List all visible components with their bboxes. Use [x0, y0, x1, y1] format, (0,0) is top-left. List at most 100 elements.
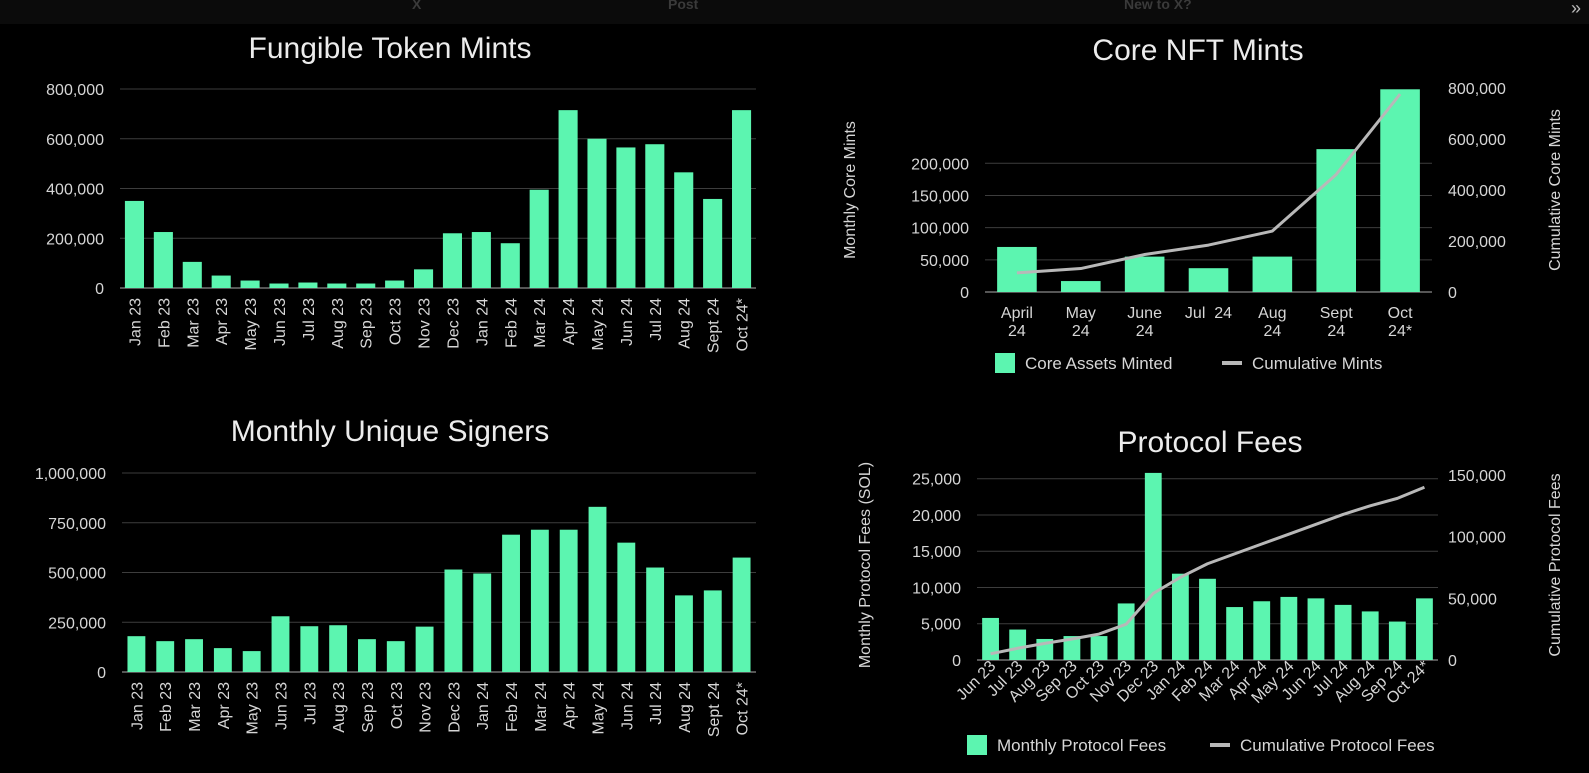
y2-axis-label: Cumulative Core Mints [1547, 109, 1564, 271]
legend-bar-swatch [967, 735, 987, 755]
bar [269, 283, 289, 288]
x-tick-label: Jul 24 [648, 298, 665, 341]
bar [442, 233, 462, 288]
bar [213, 648, 232, 672]
bar [471, 232, 491, 288]
x-tick-label: Mar 24 [533, 682, 550, 732]
x-tick-label: May 24 [1066, 305, 1096, 340]
y2-tick-label: 0 [1448, 653, 1457, 670]
chart-title: Core NFT Mints [1092, 34, 1303, 67]
x-tick-label: Aug 24 [1258, 305, 1286, 340]
y-tick-label: 1,000,000 [35, 466, 106, 483]
y-axis-label: Monthly Core Mints [842, 121, 859, 259]
x-tick-label: Jul 23 [302, 682, 319, 725]
bar [444, 569, 463, 672]
x-tick-label: April 24 [1001, 305, 1033, 340]
bar [124, 200, 144, 288]
x-tick-label: Oct 24* [735, 298, 752, 351]
x-tick-label: Apr 23 [216, 682, 233, 729]
bar [1090, 636, 1108, 660]
bar [646, 567, 665, 672]
x-tick-label: May 24 [591, 682, 608, 735]
x-tick-label: Feb 23 [158, 682, 175, 732]
x-tick-label: Apr 23 [214, 298, 231, 345]
legend: Core Assets Minted Cumulative Mints [995, 353, 1382, 373]
bar [617, 542, 636, 672]
bar [1334, 604, 1352, 660]
y-tick-label: 500,000 [48, 566, 106, 583]
y-tick-label: 150,000 [911, 188, 969, 205]
bar [997, 246, 1037, 292]
x-logo-link[interactable]: X [412, 0, 422, 12]
x-tick-label: Apr 24 [561, 298, 578, 345]
x-tick-label: Jul 24 [648, 682, 665, 725]
y2-tick-label: 0 [1448, 285, 1457, 302]
x-tick-label: Aug 24 [677, 298, 694, 349]
x-tick-label: Jul 24 [1185, 305, 1232, 322]
x-tick-label: Jun 24 [619, 682, 636, 730]
bar [530, 529, 549, 672]
top-bar: X Post New to X? » [0, 0, 1589, 24]
y2-tick-label: 800,000 [1448, 81, 1506, 98]
bar [500, 243, 520, 288]
bar [1188, 268, 1229, 292]
x-tick-label: Feb 23 [156, 298, 173, 348]
x-tick-label: Jan 24 [474, 298, 491, 346]
bar [616, 147, 636, 288]
new-to-x-label[interactable]: New to X? [1124, 0, 1192, 12]
y-tick-label: 0 [952, 653, 961, 670]
y-tick-label: 400,000 [46, 182, 104, 199]
chart-1: Fungible Token Mints 0 200,000 400,000 600,0… [46, 32, 756, 353]
y-tick-label: 0 [960, 285, 969, 302]
y2-tick-label: 600,000 [1448, 132, 1506, 149]
bar [240, 280, 260, 288]
y2-tick-label: 200,000 [1448, 234, 1506, 251]
x-tick-label: Nov 23 [417, 298, 434, 349]
bar [1253, 601, 1271, 660]
x-tick-label: Jul 23 [301, 298, 318, 341]
bar [415, 626, 434, 672]
bar [298, 282, 318, 288]
x-tick-label: Mar 24 [532, 298, 549, 348]
legend: Monthly Protocol Fees Cumulative Protocol… [967, 735, 1435, 755]
bar [1226, 607, 1244, 660]
x-tick-label: Oct 23 [388, 298, 405, 345]
bar [356, 283, 376, 288]
x-tick-label: Feb 24 [503, 298, 520, 348]
double-chevron-right-icon[interactable]: » [1570, 0, 1581, 18]
x-tick-label: Sept 24 [706, 682, 723, 737]
bar [1416, 598, 1433, 660]
bar [1171, 573, 1189, 660]
x-tick-label: Jan 23 [129, 682, 146, 730]
bar [1117, 603, 1135, 660]
legend-line-swatch [1222, 361, 1242, 365]
bar [242, 651, 261, 672]
y2-axis-label: Cumulative Protocol Fees [1547, 473, 1564, 656]
x-tick-label: Feb 24 [504, 682, 521, 732]
bar [1307, 598, 1325, 660]
bar [1361, 611, 1379, 660]
bar [185, 639, 203, 672]
x-tick-label: Mar 23 [185, 298, 202, 348]
x-tick-label: Nov 23 [418, 682, 435, 733]
post-label[interactable]: Post [668, 0, 699, 12]
legend-bar-label: Monthly Protocol Fees [997, 736, 1166, 755]
bar [211, 275, 231, 288]
x-tick-label: Jan 23 [127, 298, 144, 346]
chart-2: Core NFT Mints 0 50,000 100,000 150,000 200,0… [842, 34, 1564, 373]
bar [386, 641, 405, 672]
x-tick-label: Apr 24 [562, 682, 579, 729]
legend-line-swatch [1210, 743, 1230, 747]
x-tick-label: Aug 23 [330, 298, 347, 349]
bar [703, 590, 722, 672]
x-tick-label: Dec 23 [445, 298, 462, 349]
y-tick-label: 800,000 [46, 82, 104, 99]
x-tick-label: Jun 23 [274, 682, 291, 730]
y-tick-label: 5,000 [921, 617, 961, 634]
bar [1199, 578, 1216, 660]
bar [674, 172, 694, 288]
bar [558, 110, 578, 288]
bar [559, 529, 578, 672]
chart-title: Monthly Unique Signers [231, 415, 550, 448]
bar [1060, 281, 1101, 292]
